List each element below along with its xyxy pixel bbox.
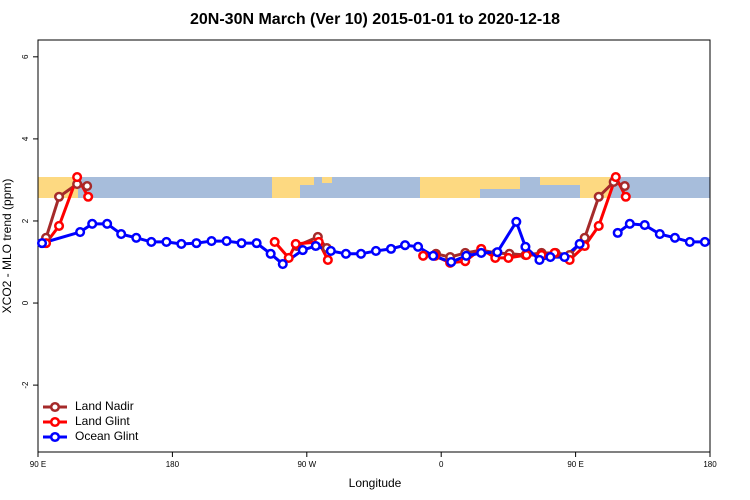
data-point <box>620 191 631 202</box>
data-point <box>624 218 635 229</box>
x-tick-label: 180 <box>166 460 180 469</box>
plot-frame <box>37 39 711 453</box>
data-point <box>492 247 503 258</box>
data-point <box>355 248 367 259</box>
x-axis-label: Longitude <box>349 476 402 490</box>
y-tick-label: 6 <box>21 54 30 59</box>
legend-marker <box>49 431 61 443</box>
data-point <box>610 172 621 183</box>
legend-label: Land Glint <box>75 414 130 428</box>
data-point <box>251 238 262 249</box>
y-tick-label: -2 <box>21 381 30 389</box>
data-point <box>559 252 570 263</box>
data-point <box>236 238 247 249</box>
data-point <box>400 240 411 251</box>
data-point <box>340 248 351 259</box>
x-tick-label: 90 E <box>567 460 583 469</box>
data-point <box>83 191 94 202</box>
x-tick-label: 90 W <box>297 460 316 469</box>
data-point <box>461 250 472 261</box>
data-point <box>503 252 514 263</box>
data-point <box>574 238 585 249</box>
data-point <box>619 181 630 192</box>
data-point <box>593 220 604 231</box>
data-point <box>82 181 93 192</box>
legend-label: Ocean Glint <box>75 429 139 443</box>
data-point <box>446 256 457 268</box>
data-point <box>322 254 333 266</box>
data-point <box>102 218 113 229</box>
data-point <box>176 238 187 249</box>
data-point <box>161 236 172 247</box>
data-point <box>297 245 308 256</box>
legend-label: Land Nadir <box>75 399 134 413</box>
x-tick-label: 90 E <box>30 460 46 469</box>
x-tick-label: 0 <box>439 460 444 469</box>
data-point <box>325 245 336 256</box>
data-point <box>684 236 695 247</box>
y-tick-label: 2 <box>21 218 30 223</box>
data-point <box>520 241 531 252</box>
data-point <box>221 236 232 247</box>
data-point <box>385 243 397 254</box>
data-point <box>116 229 127 240</box>
legend-marker <box>49 416 61 428</box>
x-tick-label: 180 <box>703 460 717 469</box>
data-point <box>511 216 522 227</box>
chart-title: 20N-30N March (Ver 10) 2015-01-01 to 202… <box>190 11 560 28</box>
data-point <box>265 248 276 259</box>
data-point <box>36 238 48 249</box>
data-point <box>131 232 142 243</box>
data-point <box>75 226 86 238</box>
data-point <box>54 191 65 202</box>
map-strip <box>38 177 710 198</box>
y-tick-label: 4 <box>21 136 30 141</box>
data-point <box>206 236 217 247</box>
data-point <box>654 229 665 240</box>
data-point <box>72 172 83 183</box>
data-point <box>290 238 301 249</box>
data-point <box>191 238 202 249</box>
y-tick-label: 0 <box>21 300 30 305</box>
data-point <box>146 236 157 247</box>
series-line <box>41 218 705 266</box>
data-point <box>370 245 381 256</box>
y-axis-label: XCO2 - MLO trend (ppm) <box>0 179 14 314</box>
data-point <box>534 254 545 266</box>
data-point <box>283 252 294 263</box>
data-point <box>54 220 65 231</box>
data-point <box>310 240 321 252</box>
data-point <box>413 241 424 252</box>
data-point <box>593 191 604 202</box>
data-point <box>428 250 439 261</box>
data-point <box>269 236 280 247</box>
legend-marker <box>49 401 61 413</box>
data-point <box>699 236 710 247</box>
data-point <box>418 250 429 261</box>
data-point <box>87 218 98 229</box>
data-point <box>476 247 487 259</box>
data-point <box>669 232 680 243</box>
data-point <box>612 227 623 238</box>
data-point <box>639 220 650 231</box>
data-point <box>277 259 288 270</box>
data-point <box>545 252 556 263</box>
data-point <box>521 249 532 261</box>
